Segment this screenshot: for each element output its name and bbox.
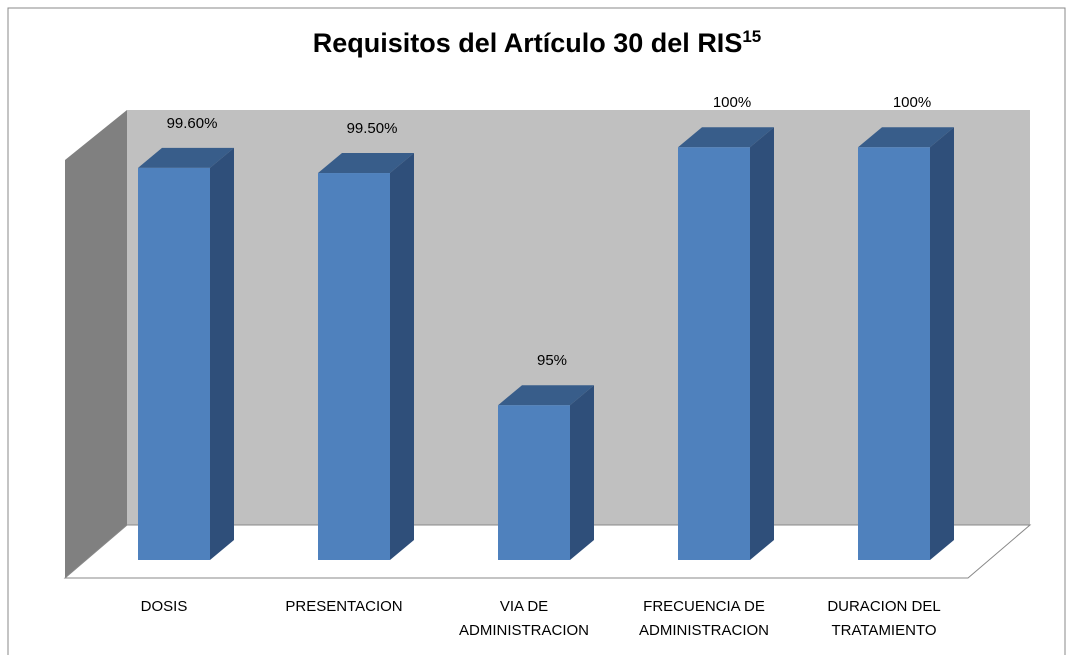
bar-top (858, 127, 954, 148)
bar-side (930, 127, 954, 560)
x-tick-label-line: FRECUENCIA DE (643, 598, 765, 615)
chart-title: Requisitos del Artículo 30 del RIS (313, 28, 743, 58)
bar-top (498, 385, 594, 406)
bar-top (318, 153, 414, 174)
bar-side (390, 153, 414, 561)
data-label: 100% (893, 94, 931, 111)
x-tick-label-line: TRATAMIENTO (832, 622, 937, 639)
x-tick-label-line: DOSIS (141, 598, 188, 615)
bar-top (138, 147, 234, 168)
bar-front (858, 147, 930, 560)
bar-front (678, 147, 750, 560)
bar-side (750, 127, 774, 560)
data-label: 99.50% (347, 120, 398, 137)
bar-front (318, 173, 390, 561)
x-tick-label: PRESENTACION (285, 598, 402, 615)
x-tick-label-line: VIA DE (500, 598, 548, 615)
side-wall (65, 110, 127, 578)
x-tick-label-line: ADMINISTRACION (459, 622, 589, 639)
x-tick-label: DURACION DEL TRATAMIENTO (827, 598, 940, 639)
x-tick-label-line: PRESENTACION (285, 598, 402, 615)
x-tick-label-line: DURACION DEL (827, 598, 940, 615)
chart-title-superscript: 15 (742, 27, 761, 46)
bar (318, 153, 414, 561)
x-tick-label: VIA DE ADMINISTRACION (459, 598, 589, 639)
bar-front (498, 405, 570, 560)
chart-title-group: Requisitos del Artículo 30 del RIS15 (313, 27, 762, 58)
bar-side (210, 147, 234, 560)
bar (498, 385, 594, 560)
bar (858, 127, 954, 560)
data-label: 99.60% (167, 115, 218, 132)
bar-side (570, 385, 594, 560)
x-tick-label: FRECUENCIA DE ADMINISTRACION (639, 598, 769, 639)
x-tick-label-line: ADMINISTRACION (639, 622, 769, 639)
bar (138, 147, 234, 560)
bar-front (138, 167, 210, 560)
x-tick-label: DOSIS (141, 598, 188, 615)
bar-top (678, 127, 774, 148)
data-label: 100% (713, 94, 751, 111)
data-label: 95% (537, 352, 567, 369)
bar (678, 127, 774, 560)
